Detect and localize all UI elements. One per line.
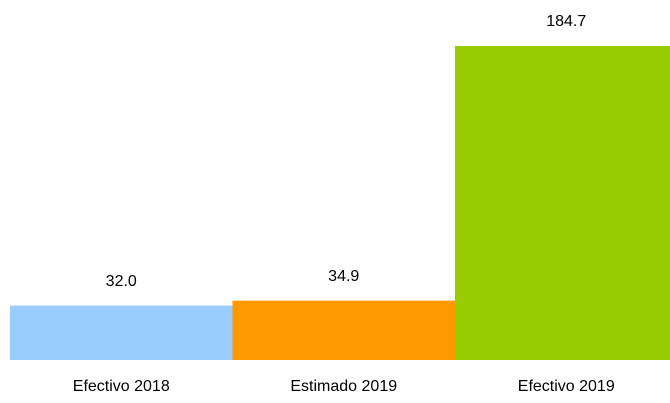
bar	[455, 46, 670, 360]
value-label: 184.7	[546, 13, 586, 30]
bar	[232, 300, 455, 360]
bar	[10, 305, 233, 360]
x-tick-label: Efectivo 2019	[518, 378, 615, 395]
x-tick-label: Efectivo 2018	[73, 378, 170, 395]
value-label: 32.0	[106, 273, 137, 290]
x-tick-label: Estimado 2019	[290, 378, 397, 395]
value-label: 34.9	[328, 268, 359, 285]
